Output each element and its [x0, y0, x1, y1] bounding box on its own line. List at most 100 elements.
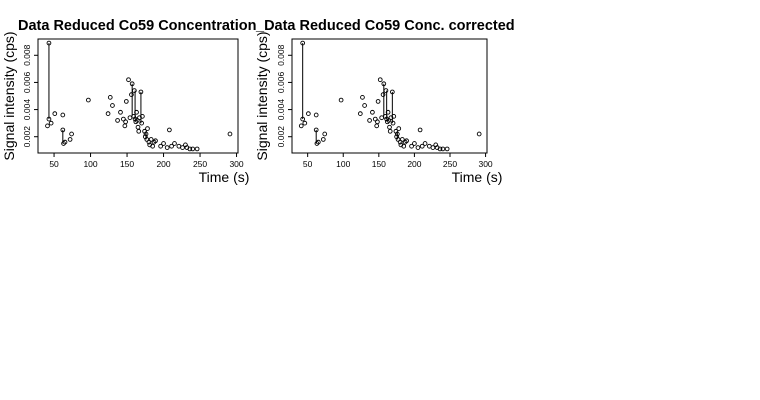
data-point	[362, 103, 367, 108]
data-point	[227, 131, 233, 137]
data-point	[115, 118, 120, 123]
chart-panel-1: 50 100 150 200 250 300 0.002 0.004 0.006 0.008 Da…	[1, 18, 257, 185]
data-point	[140, 114, 145, 119]
data-point	[67, 137, 73, 142]
data-point	[306, 111, 311, 116]
data-point	[381, 81, 387, 87]
data-point	[322, 131, 328, 137]
chart-title: Data Reduced Co59 Concentration	[18, 18, 257, 34]
data-point	[430, 145, 436, 150]
data-point	[320, 137, 326, 142]
data-point	[444, 146, 450, 152]
chart-panel-2: 50 100 150 200 250 300 0.002 0.004 0.006 0.008 _D…	[254, 18, 515, 185]
data-point	[107, 95, 113, 100]
data-point	[380, 92, 386, 97]
x-tick-label: 150	[120, 159, 134, 169]
x-tick-label: 100	[336, 159, 350, 169]
data-point	[105, 111, 111, 116]
data-point	[190, 146, 196, 152]
data-point	[396, 126, 402, 131]
data-point	[367, 118, 372, 123]
data-point	[138, 89, 144, 95]
data-point	[136, 128, 142, 134]
data-point	[375, 99, 381, 104]
data-point	[52, 111, 58, 116]
data-point	[440, 146, 446, 152]
data-point	[143, 131, 149, 137]
data-point	[387, 128, 393, 134]
data-point	[383, 88, 389, 93]
data-point	[338, 97, 344, 103]
data-point	[415, 145, 421, 150]
data-point	[375, 119, 380, 125]
x-tick-label: 250	[443, 159, 457, 169]
data-point	[123, 119, 128, 125]
data-point	[48, 120, 54, 126]
y-tick-label: 0.006	[276, 72, 286, 94]
x-tick-label: 150	[372, 159, 386, 169]
data-point	[164, 145, 170, 150]
data-point	[401, 143, 407, 149]
x-tick-label: 100	[83, 159, 97, 169]
data-point	[360, 95, 365, 100]
y-tick-label: 0.004	[276, 99, 286, 121]
y-tick-label: 0.008	[22, 44, 32, 66]
x-tick-label: 50	[303, 159, 313, 169]
data-point	[126, 77, 131, 83]
data-point	[169, 143, 174, 149]
data-point	[370, 109, 375, 115]
data-point	[62, 139, 68, 145]
data-point	[409, 143, 414, 149]
y-axis-title: Signal intensity (cps)	[254, 31, 270, 160]
y-tick-label: 0.006	[22, 72, 32, 94]
data-point	[86, 97, 91, 103]
x-tick-label: 250	[193, 159, 207, 169]
data-point	[391, 114, 397, 119]
data-point	[412, 141, 417, 146]
data-point	[172, 141, 177, 146]
x-tick-label: 50	[49, 159, 59, 169]
data-point	[417, 127, 423, 133]
data-point	[377, 77, 383, 83]
data-point	[132, 88, 137, 93]
data-point	[298, 123, 304, 129]
data-point	[118, 109, 123, 115]
data-point	[404, 138, 409, 144]
data-point	[139, 120, 144, 126]
data-point	[110, 103, 115, 108]
plot-frame	[291, 38, 488, 154]
data-point	[60, 127, 66, 133]
data-point	[161, 141, 166, 146]
data-point	[313, 112, 319, 118]
data-point	[419, 143, 425, 149]
data-point	[148, 137, 154, 142]
data-point	[150, 143, 155, 149]
data-point	[313, 127, 319, 133]
data-point	[302, 120, 308, 126]
data-point	[158, 143, 163, 149]
data-marks: 50 100 150 200 250 300 0.002 0.004 0.006 0.008	[276, 40, 493, 169]
y-tick-label: 0.002	[276, 126, 286, 148]
x-axis-title: Time (s)	[452, 169, 503, 185]
data-point	[300, 116, 306, 122]
data-point	[389, 89, 395, 95]
data-point	[69, 131, 74, 137]
data-point	[123, 99, 129, 104]
data-point	[357, 111, 363, 116]
data-point	[390, 120, 396, 126]
chart-title: _Data Reduced Co59 Conc. corrected	[255, 18, 515, 34]
plot-frame	[37, 38, 239, 154]
data-point	[394, 131, 400, 137]
data-point	[145, 126, 150, 131]
data-point	[153, 138, 158, 144]
data-point	[167, 127, 172, 133]
data-point	[476, 131, 482, 137]
data-point	[134, 109, 139, 115]
data-point	[187, 146, 193, 152]
data-point	[422, 141, 428, 146]
x-tick-label: 200	[156, 159, 170, 169]
x-axis-title: Time (s)	[199, 169, 250, 185]
data-point	[45, 123, 50, 129]
